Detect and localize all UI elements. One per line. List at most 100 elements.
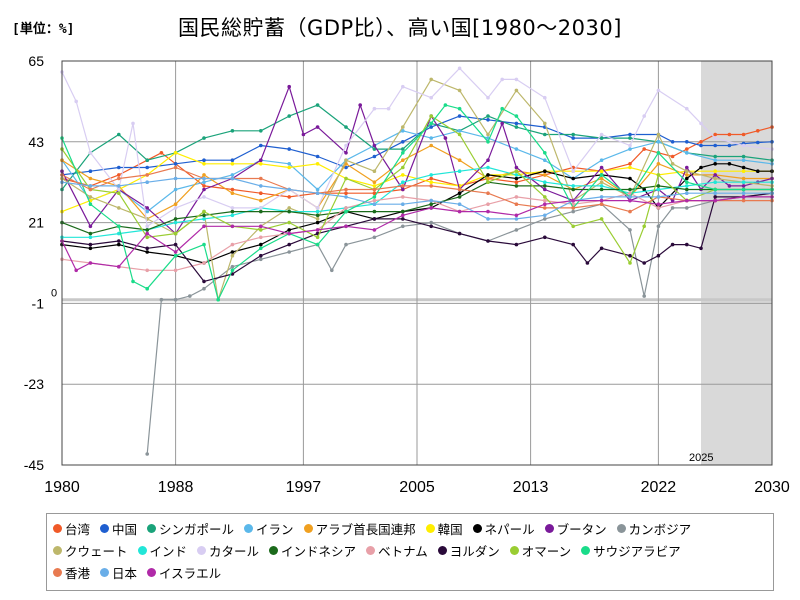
data-point xyxy=(315,235,320,240)
data-point xyxy=(599,195,604,199)
data-point xyxy=(230,224,235,229)
data-point xyxy=(202,184,206,188)
data-point xyxy=(145,452,149,456)
data-point xyxy=(344,206,348,210)
data-point xyxy=(315,191,320,195)
legend-marker xyxy=(147,567,157,577)
data-point xyxy=(429,125,434,129)
data-point xyxy=(599,202,604,206)
forecast-label: 2025 xyxy=(689,452,713,464)
data-point xyxy=(628,147,632,151)
data-point xyxy=(173,206,178,210)
data-point xyxy=(230,264,235,269)
data-point xyxy=(429,206,434,210)
data-point xyxy=(543,184,547,188)
legend-marker xyxy=(472,523,482,533)
data-point xyxy=(173,220,178,225)
series-line xyxy=(61,104,772,301)
data-point xyxy=(727,162,732,166)
data-point xyxy=(145,165,149,170)
data-point xyxy=(514,217,519,221)
legend-marker xyxy=(100,523,110,533)
x-tick-label: 2013 xyxy=(513,479,549,496)
legend-label: クウェート xyxy=(65,543,128,559)
data-point xyxy=(315,187,320,192)
data-point xyxy=(315,217,320,221)
data-point xyxy=(543,195,547,199)
data-point xyxy=(202,224,206,229)
data-point xyxy=(259,209,263,214)
legend-item: イラン xyxy=(244,519,294,538)
data-point xyxy=(713,143,717,148)
data-point xyxy=(202,217,206,221)
data-point xyxy=(486,158,490,162)
data-point xyxy=(429,143,434,148)
data-point xyxy=(685,180,689,184)
data-point xyxy=(685,147,689,151)
data-point xyxy=(571,187,575,192)
data-point xyxy=(599,187,604,192)
y-tick-label: -1 xyxy=(32,295,45,311)
data-point xyxy=(202,173,206,177)
data-point xyxy=(429,220,434,225)
data-point xyxy=(699,143,703,148)
data-point xyxy=(713,158,717,162)
data-point xyxy=(713,132,717,137)
data-point xyxy=(372,154,377,159)
data-point xyxy=(74,99,78,104)
data-point xyxy=(230,173,235,177)
data-point xyxy=(131,279,135,284)
data-point xyxy=(372,217,377,221)
data-point xyxy=(543,158,547,162)
data-point xyxy=(372,143,377,148)
data-point xyxy=(486,239,490,243)
series-3 xyxy=(60,129,774,214)
data-point xyxy=(386,106,391,111)
data-point xyxy=(429,224,434,229)
data-point xyxy=(145,224,149,229)
data-point xyxy=(202,279,206,284)
data-point xyxy=(500,77,505,82)
data-point xyxy=(202,209,206,214)
data-point xyxy=(514,202,519,206)
data-point xyxy=(202,158,206,162)
data-point xyxy=(230,213,235,218)
data-point xyxy=(202,180,206,184)
data-point xyxy=(571,184,575,188)
data-point xyxy=(88,242,93,247)
data-point xyxy=(372,187,377,192)
data-point xyxy=(741,176,746,181)
data-point xyxy=(741,165,746,170)
data-point xyxy=(599,180,604,184)
data-point xyxy=(117,176,121,181)
data-point xyxy=(230,250,235,254)
data-point xyxy=(230,176,235,181)
data-point xyxy=(145,180,149,184)
data-point xyxy=(88,231,93,236)
data-point xyxy=(670,206,675,210)
data-point xyxy=(401,209,405,214)
x-tick-label: 1997 xyxy=(286,479,322,496)
data-point xyxy=(571,136,575,140)
data-point xyxy=(287,220,292,225)
data-point xyxy=(656,187,661,192)
data-point xyxy=(429,173,434,177)
data-point xyxy=(287,250,292,254)
data-point xyxy=(599,184,604,188)
data-point xyxy=(727,184,732,188)
data-point xyxy=(727,132,732,137)
data-point xyxy=(628,253,632,258)
data-point xyxy=(685,176,689,181)
data-point xyxy=(741,169,746,173)
data-point xyxy=(259,246,263,251)
data-point xyxy=(117,184,121,188)
data-point xyxy=(457,88,462,93)
legend-label: ヨルダン xyxy=(449,543,500,559)
data-point xyxy=(685,165,689,170)
legend-marker xyxy=(581,545,591,555)
data-point xyxy=(486,114,490,118)
data-point xyxy=(457,202,462,206)
legend-label: アラブ首長国連邦 xyxy=(315,521,416,537)
data-point xyxy=(88,184,93,188)
data-point xyxy=(401,180,405,184)
